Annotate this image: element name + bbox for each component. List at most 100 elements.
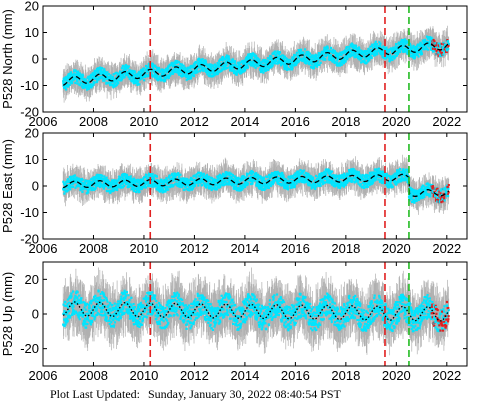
data-point	[254, 56, 257, 59]
data-point	[404, 50, 407, 53]
data-point	[268, 66, 271, 70]
data-point	[111, 181, 114, 184]
x-tick-label: 2010	[129, 114, 158, 129]
data-point	[402, 38, 405, 42]
data-point	[93, 183, 97, 186]
data-point	[190, 76, 193, 80]
data-point	[339, 64, 342, 67]
data-point	[134, 74, 137, 77]
data-point	[88, 79, 91, 83]
data-point	[139, 72, 143, 75]
data-point	[96, 69, 99, 72]
data-point	[81, 181, 84, 185]
data-point	[117, 72, 120, 75]
data-point	[297, 60, 300, 63]
data-point	[74, 73, 78, 76]
data-point	[296, 58, 299, 61]
data-point	[333, 50, 336, 53]
data-point	[199, 65, 202, 68]
data-point	[364, 50, 367, 53]
data-point	[218, 60, 221, 63]
data-point	[66, 75, 70, 78]
data-point	[111, 75, 114, 79]
data-point	[65, 83, 68, 86]
data-point	[430, 38, 433, 41]
data-point	[369, 45, 372, 48]
data-point	[132, 72, 135, 75]
data-point	[359, 58, 362, 61]
data-point	[349, 54, 352, 57]
data-point	[392, 46, 395, 49]
data-point	[209, 72, 212, 75]
data-point	[200, 61, 203, 64]
data-point	[105, 176, 108, 179]
data-point	[326, 52, 330, 55]
data-point	[380, 49, 383, 52]
data-point	[124, 74, 128, 77]
data-point	[87, 87, 91, 90]
data-point	[378, 48, 381, 51]
data-point	[97, 67, 101, 71]
data-point	[85, 180, 89, 183]
data-point	[146, 70, 149, 73]
data-point	[348, 45, 351, 48]
data-point	[429, 46, 433, 49]
data-point	[225, 63, 228, 67]
data-point	[117, 82, 120, 85]
data-point	[369, 48, 372, 51]
data-point	[284, 61, 287, 65]
data-point	[258, 58, 261, 61]
data-point	[181, 71, 185, 74]
data-point	[248, 56, 252, 59]
data-point	[92, 83, 95, 87]
data-point	[281, 62, 284, 66]
data-point	[126, 66, 130, 69]
data-point	[299, 48, 303, 51]
data-point	[323, 48, 326, 51]
data-point	[79, 78, 82, 81]
data-point	[271, 64, 274, 67]
data-point	[120, 79, 123, 82]
data-point	[96, 180, 99, 184]
data-point	[308, 60, 311, 64]
data-point	[102, 181, 106, 184]
data-point	[92, 73, 95, 76]
data-point	[221, 58, 224, 61]
data-point	[181, 73, 184, 76]
data-point	[76, 82, 79, 85]
data-point	[407, 48, 410, 51]
data-point	[286, 58, 289, 61]
data-point	[241, 62, 245, 65]
data-point	[185, 78, 188, 81]
data-point	[330, 55, 333, 58]
data-point	[291, 61, 294, 64]
data-point	[108, 84, 112, 87]
data-point	[413, 49, 416, 53]
data-point	[92, 180, 95, 183]
data-point	[235, 72, 238, 75]
data-point	[147, 66, 150, 69]
data-point	[252, 65, 255, 68]
data-point	[87, 76, 90, 79]
data-point	[173, 68, 176, 71]
data-point	[210, 68, 213, 71]
data-point	[66, 180, 69, 183]
data-point	[241, 69, 244, 72]
data-point	[200, 59, 203, 62]
data-point	[378, 41, 381, 44]
data-point	[198, 63, 201, 67]
data-point	[218, 64, 221, 67]
data-point	[375, 45, 378, 48]
data-point	[297, 48, 300, 52]
data-point	[433, 49, 437, 52]
data-point	[245, 66, 248, 69]
data-point	[98, 180, 102, 183]
data-point	[70, 177, 73, 180]
data-point	[374, 46, 378, 50]
data-point	[328, 55, 331, 58]
data-point	[353, 51, 356, 54]
data-point	[69, 188, 72, 191]
data-point	[311, 56, 315, 59]
data-point	[264, 66, 267, 70]
data-point	[329, 49, 332, 52]
